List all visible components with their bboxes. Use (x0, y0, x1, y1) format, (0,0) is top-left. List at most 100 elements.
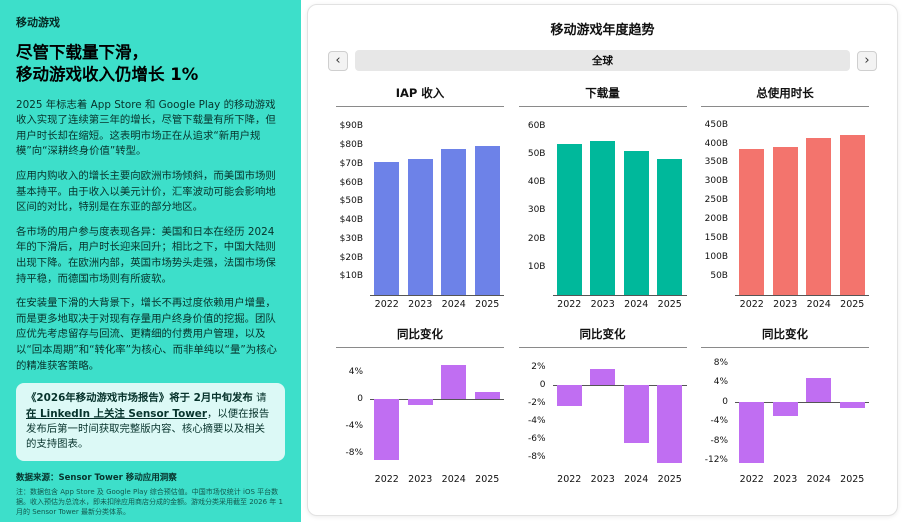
bar-2024 (806, 137, 832, 295)
chart-iap-revenue: IAP 收入 $90B $80B $70B $60B $50B $40B $30B $20B $1… (336, 85, 504, 310)
axis-line (552, 384, 687, 386)
axis-line (370, 398, 504, 400)
chart-title: 同比变化 (518, 326, 687, 348)
x-tick-label: 2024 (806, 299, 831, 310)
card-title: 移动游戏年度趋势 (550, 23, 655, 38)
y-axis: 8% 4% 0 -4% -8% -12% (701, 358, 735, 470)
y-tick-label: $30B (339, 233, 363, 244)
x-tick-label: 2022 (557, 299, 582, 310)
next-region-button[interactable]: › (857, 50, 877, 71)
chart-downloads: 下载量 60B 50B 40B 30B 20B 10B 2022 2023 2024 2025 (518, 85, 687, 310)
y-tick-label: 10B (527, 261, 546, 272)
bar-2024 (441, 364, 467, 399)
x-tick-label: 2023 (408, 474, 433, 485)
headline-line1: 尽管下载量下滑， (16, 43, 148, 62)
y-tick-label: 350B (704, 157, 728, 168)
bar-2024 (806, 377, 832, 402)
data-source: 数据来源：Sensor Tower 移动应用洞察 (16, 472, 177, 483)
summary-paragraph: 2025 年标志着 App Store 和 Google Play 的移动游戏收… (16, 98, 276, 158)
bar-2022 (739, 401, 765, 463)
y-tick-label: 30B (527, 205, 546, 216)
axis-line (735, 295, 869, 296)
y-tick-label: -4% (527, 415, 546, 426)
y-axis: $90B $80B $70B $60B $50B $40B $30B $20B $10B (336, 117, 370, 295)
y-tick-label: $40B (339, 215, 363, 226)
x-axis: 2022 2023 2024 2025 (370, 295, 504, 310)
y-tick-label: 4% (348, 366, 363, 377)
plot-area (370, 117, 504, 296)
bar-2023 (590, 141, 616, 295)
bar-2023 (772, 146, 798, 295)
plot-area (552, 358, 687, 470)
y-tick-label: 250B (704, 195, 728, 206)
main-charts-row: IAP 收入 $90B $80B $70B $60B $50B $40B $30B $20B $1… (328, 85, 877, 310)
chart-downloads-yoy: 同比变化 2% 0 -2% -4% -6% -8% 2022 2023 2024 2025 (518, 326, 687, 485)
footnote: 注：数据包含 App Store 及 Google Play 综合预估值。中国市… (16, 487, 283, 517)
y-tick-label: $80B (339, 140, 363, 151)
x-axis: 2022 2023 2024 2025 (553, 470, 687, 485)
x-axis: 2022 2023 2024 2025 (370, 470, 504, 485)
y-tick-label: -8% (527, 451, 546, 462)
x-tick-label: 2024 (806, 474, 831, 485)
y-tick-label: 100B (704, 252, 728, 263)
bar-2023 (590, 368, 616, 385)
x-tick-label: 2025 (840, 299, 865, 310)
y-tick-label: $10B (339, 271, 363, 282)
prev-region-button[interactable]: ‹ (328, 50, 348, 71)
y-tick-label: 2% (531, 362, 546, 372)
y-tick-label: 8% (713, 357, 728, 368)
x-tick-label: 2023 (773, 299, 798, 310)
trends-card: 移动游戏年度趋势 ‹ 全球 › IAP 收入 $90B $80B $70B $60B $5… (307, 4, 898, 516)
bar-2022 (374, 398, 400, 460)
headline-line2: 移动游戏收入仍增长 1% (16, 64, 199, 84)
x-tick-label: 2024 (624, 474, 649, 485)
callout-title: 《2026年移动游戏市场报告》将于 2月中旬发布 (26, 392, 253, 405)
y-tick-label: 4% (713, 377, 728, 388)
axis-line (370, 295, 504, 296)
plot-area (735, 117, 869, 296)
page-title: 尽管下载量下滑， 移动游戏收入仍增长 1% (16, 42, 285, 86)
y-tick-label: 20B (527, 233, 546, 244)
bar-2025 (839, 135, 865, 295)
y-tick-label: $60B (339, 177, 363, 188)
y-tick-label: 40B (527, 177, 546, 187)
x-tick-label: 2025 (840, 474, 865, 485)
x-tick-label: 2024 (441, 474, 466, 485)
bar-2023 (772, 401, 798, 417)
bar-2024 (623, 150, 649, 295)
bar-2025 (474, 146, 500, 295)
y-tick-label: -4% (345, 420, 363, 431)
summary-paragraph: 应用内购收入的增长主要向欧洲市场倾斜，而美国市场则基本持平。由于收入以美元计价，… (16, 169, 276, 214)
y-tick-label: 200B (704, 214, 728, 225)
y-tick-label: $90B (339, 121, 363, 132)
main-panel: 移动游戏年度趋势 ‹ 全球 › IAP 收入 $90B $80B $70B $60B $5… (301, 0, 903, 522)
y-tick-label: 0 (357, 393, 363, 404)
plot-area (735, 358, 869, 470)
y-tick-label: -2% (527, 397, 546, 408)
y-axis: 2% 0 -2% -4% -6% -8% (519, 358, 553, 470)
plot-area (552, 117, 687, 296)
bar-2024 (623, 384, 649, 444)
bar-2025 (657, 384, 683, 463)
bar-2022 (556, 384, 582, 407)
x-axis: 2022 2023 2024 2025 (553, 295, 687, 310)
axis-line (552, 295, 687, 296)
chart-title: 同比变化 (336, 326, 504, 348)
y-tick-label: 60B (527, 120, 546, 131)
y-tick-label: 0 (539, 379, 546, 390)
y-tick-label: $50B (339, 196, 363, 207)
chart-title: 下载量 (518, 85, 687, 107)
y-tick-label: 150B (704, 233, 728, 244)
chart-title: IAP 收入 (336, 85, 504, 107)
y-tick-label: -8% (345, 448, 363, 458)
y-tick-label: 450B (704, 119, 728, 130)
bar-2022 (739, 149, 765, 295)
linkedin-link[interactable]: 在 LinkedIn 上关注 Sensor Tower (26, 407, 207, 420)
y-tick-label: -8% (710, 435, 728, 446)
chart-title: 总使用时长 (701, 85, 869, 107)
x-tick-label: 2022 (557, 474, 582, 485)
bar-2025 (657, 159, 683, 295)
region-value[interactable]: 全球 (355, 50, 850, 71)
y-tick-label: $20B (339, 252, 363, 263)
x-tick-label: 2023 (590, 474, 615, 485)
